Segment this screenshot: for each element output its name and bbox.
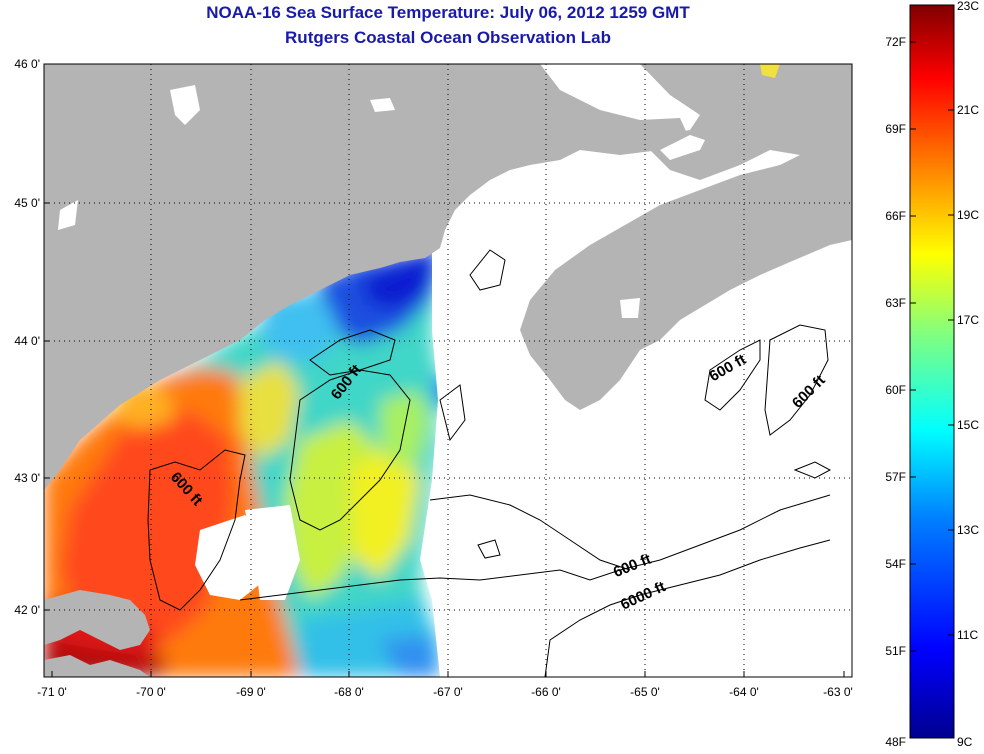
warm-spot: [760, 64, 780, 78]
lon-tick-label: -69 0': [236, 685, 266, 699]
lake: [58, 200, 78, 230]
colorbar-gradient: [909, 4, 955, 739]
lon-tick-label: -70 0': [136, 685, 166, 699]
land-islands: [44, 655, 150, 677]
colorbar-celsius-label: 21C: [957, 103, 979, 117]
colorbar-celsius-label: 15C: [957, 418, 979, 432]
tick-marks: [44, 63, 845, 677]
lat-tick-label: 46 0': [14, 57, 40, 71]
lon-tick-label: -65 0': [630, 685, 660, 699]
colorbar-fahrenheit-label: 54F: [885, 557, 906, 571]
colorbar-celsius-label: 23C: [957, 0, 979, 13]
cloud-patch: [245, 505, 300, 600]
colorbar-fahrenheit-label: 72F: [885, 35, 906, 49]
colorbar-fahrenheit-label: 69F: [885, 122, 906, 136]
lake: [620, 298, 640, 318]
colorbar-fahrenheit-label: 63F: [885, 296, 906, 310]
lon-tick-label: -67 0': [433, 685, 463, 699]
lat-lon-grid: [44, 64, 852, 677]
colorbar-fahrenheit-label: 66F: [885, 209, 906, 223]
lon-tick-label: -71 0': [37, 685, 67, 699]
colorbar-celsius-label: 11C: [957, 628, 978, 642]
lon-tick-label: -66 0': [531, 685, 561, 699]
lat-tick-label: 45 0': [14, 196, 40, 210]
colorbar-fahrenheit-label: 48F: [885, 735, 906, 749]
lon-tick-label: -68 0': [334, 685, 364, 699]
lat-tick-label: 43 0': [14, 471, 40, 485]
lat-tick-label: 42 0': [14, 603, 40, 617]
bay: [660, 135, 705, 160]
colorbar-celsius-label: 9C: [957, 735, 973, 749]
lake: [370, 98, 395, 112]
colorbar-celsius-label: 17C: [957, 313, 979, 327]
lon-tick-label: -63 0': [823, 685, 853, 699]
colorbar-celsius-label: 13C: [957, 523, 979, 537]
latitude-labels: 46 0' 45 0' 44 0' 43 0' 42 0': [14, 57, 40, 617]
longitude-labels: -71 0' -70 0' -69 0' -68 0' -67 0' -66 0…: [37, 685, 853, 699]
colorbar-fahrenheit-label: 51F: [885, 644, 906, 658]
land-cape-cod: [44, 590, 150, 650]
map-subtitle: Rutgers Coastal Ocean Observation Lab: [285, 28, 611, 47]
colorbar-fahrenheit-label: 60F: [885, 383, 906, 397]
lon-tick-label: -64 0': [729, 685, 759, 699]
lake: [170, 85, 200, 125]
colorbar-fahrenheit-label: 57F: [885, 470, 906, 484]
colorbar-celsius-label: 19C: [957, 208, 979, 222]
lat-tick-label: 44 0': [14, 334, 40, 348]
land-nova-scotia: [520, 64, 852, 410]
map-title: NOAA-16 Sea Surface Temperature: July 06…: [206, 3, 690, 22]
land-mainland: [44, 64, 690, 490]
colorbar: 23C 21C 19C 17C 15C 13C 11C 9C 72F 69F 6…: [885, 0, 979, 749]
bathymetry-contours: [147, 249, 832, 677]
